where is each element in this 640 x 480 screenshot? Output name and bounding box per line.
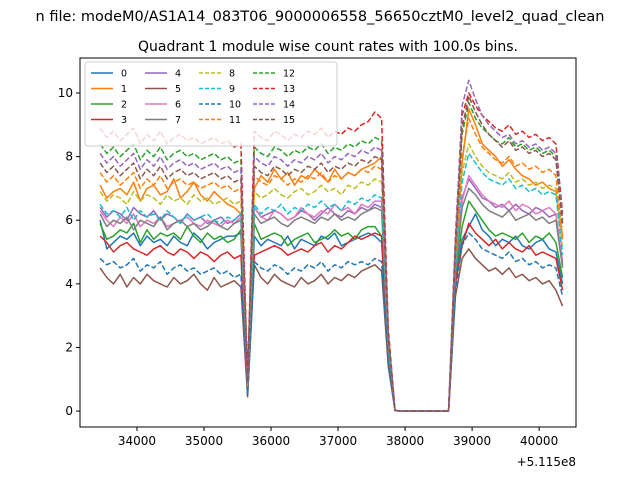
legend-label-0: 0 — [121, 69, 127, 80]
legend-label-4: 4 — [175, 69, 181, 80]
series-line-15 — [99, 95, 564, 412]
y-tick-label: 6 — [65, 213, 73, 227]
x-tick-label: 36000 — [252, 434, 290, 448]
legend-label-12: 12 — [283, 69, 295, 80]
legend-label-8: 8 — [229, 69, 235, 80]
x-tick-label: 40000 — [520, 434, 558, 448]
legend-label-14: 14 — [283, 100, 295, 111]
series-line-10 — [99, 232, 564, 412]
series-line-3 — [99, 222, 564, 412]
series-line-12 — [99, 101, 564, 412]
series-line-1 — [99, 108, 564, 412]
x-axis: 34000 35000 36000 37000 38000 39000 40000 — [118, 427, 558, 448]
legend-label-15: 15 — [283, 115, 295, 126]
legend-label-2: 2 — [121, 100, 127, 111]
chart-title: Quadrant 1 module wise count rates with … — [138, 39, 518, 55]
legend-label-9: 9 — [229, 84, 235, 95]
y-tick-label: 10 — [58, 86, 73, 100]
x-tick-label: 37000 — [319, 434, 357, 448]
x-tick-label: 39000 — [453, 434, 491, 448]
series-line-11 — [99, 117, 564, 412]
figure-suptitle: n file: modeM0/AS1A14_083T06_9000006558_… — [36, 9, 605, 25]
y-axis: 0 2 4 6 8 10 — [58, 86, 80, 418]
legend-label-7: 7 — [175, 115, 181, 126]
legend-label-6: 6 — [175, 100, 181, 111]
x-axis-offset-label: +5.115e8 — [517, 455, 576, 469]
y-tick-label: 8 — [65, 150, 73, 164]
axes-frame — [79, 57, 577, 428]
series-line-4 — [99, 178, 564, 412]
x-tick-label: 38000 — [386, 434, 424, 448]
y-tick-label: 2 — [65, 340, 73, 354]
y-tick-label: 0 — [65, 404, 73, 418]
series-line-2 — [99, 200, 564, 412]
x-tick-label: 35000 — [185, 434, 223, 448]
series-line-9 — [99, 152, 564, 412]
legend-label-5: 5 — [175, 84, 181, 95]
series-line-0 — [99, 213, 564, 412]
series-line-7 — [99, 187, 564, 412]
legend-label-10: 10 — [229, 100, 241, 111]
series-line-5 — [99, 248, 564, 412]
y-tick-label: 4 — [65, 277, 73, 291]
series-layer — [99, 79, 564, 412]
legend-label-1: 1 — [121, 84, 127, 95]
legend-label-11: 11 — [229, 115, 241, 126]
legend-label-13: 13 — [283, 84, 295, 95]
series-line-8 — [99, 143, 564, 412]
legend-label-3: 3 — [121, 115, 127, 126]
series-line-14 — [99, 79, 564, 412]
x-tick-label: 34000 — [118, 434, 156, 448]
